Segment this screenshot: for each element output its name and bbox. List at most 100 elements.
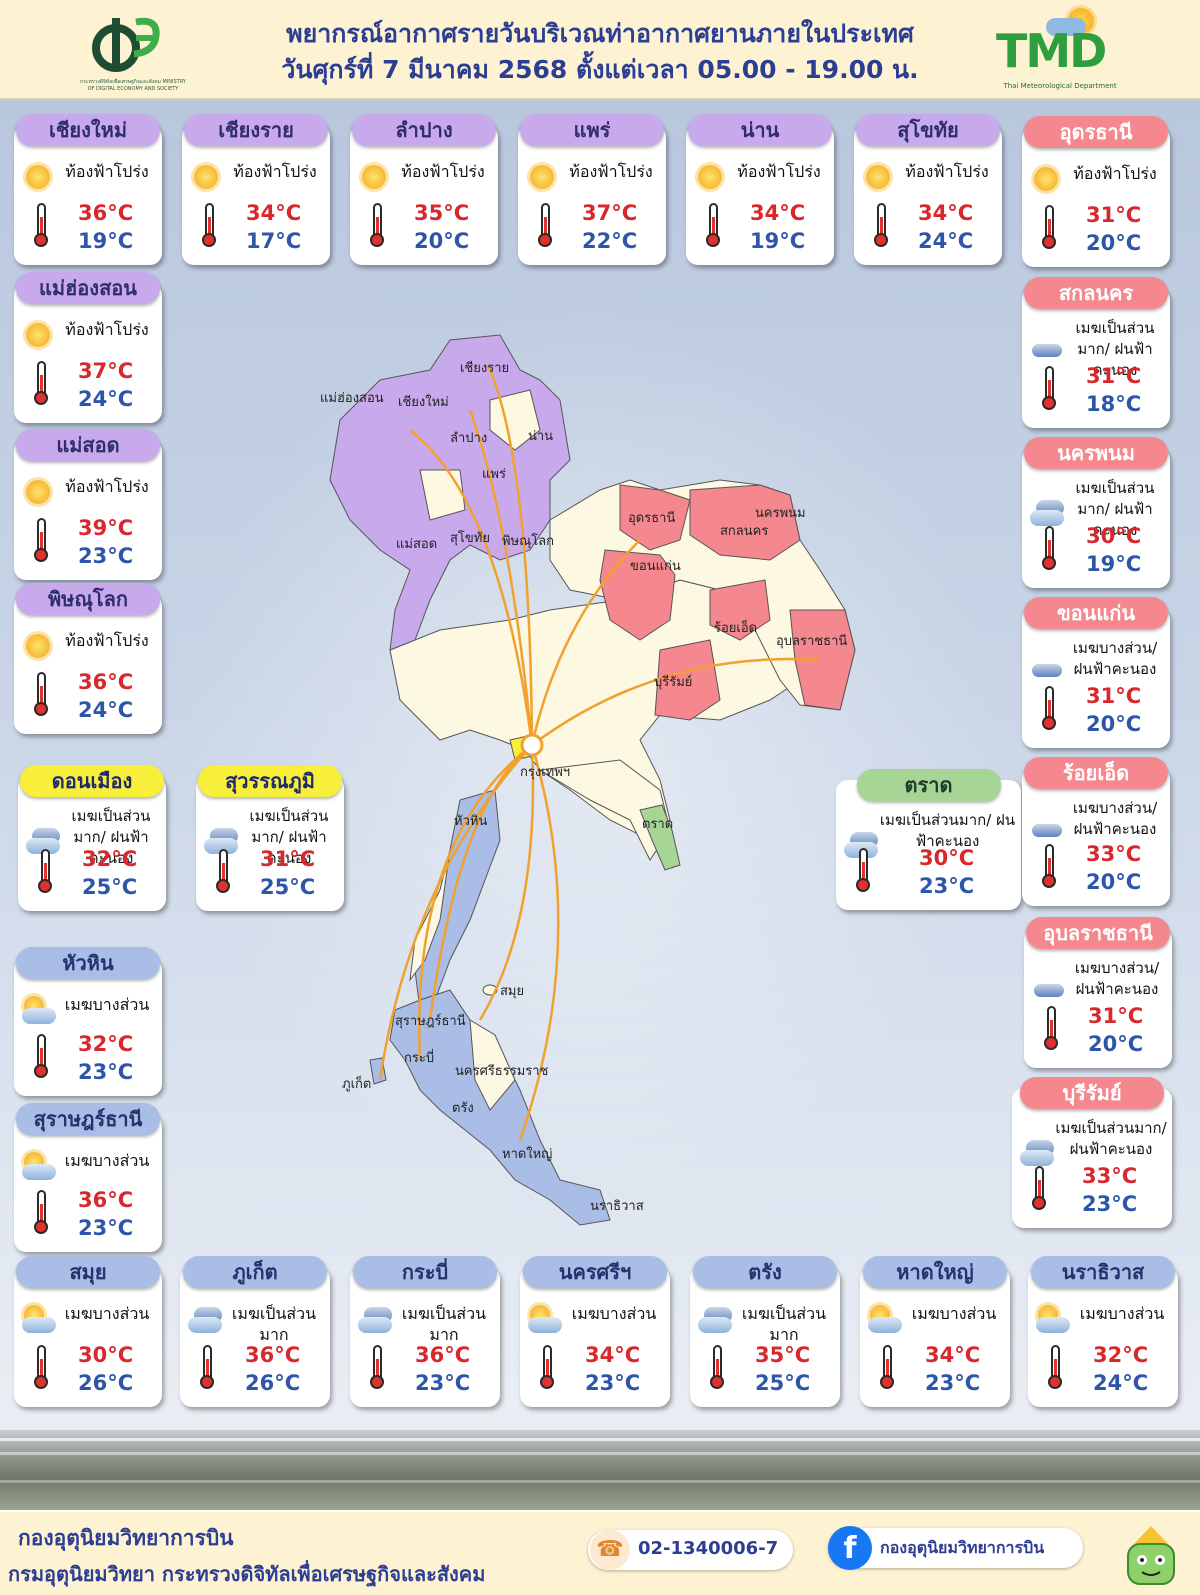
- map-label: แพร่: [482, 467, 506, 482]
- sun-icon: [694, 163, 728, 193]
- station-card: นครพนม เมฆเป็นส่วนมาก/ ฝนฟ้าคะนอง 30°C 19°C: [1022, 437, 1170, 588]
- map-label: พิษณุโลก: [502, 533, 554, 549]
- station-card: บุรีรัมย์ เมฆเป็นส่วนมาก/ ฝนฟ้าคะนอง 33°C 2…: [1012, 1077, 1172, 1228]
- station-card: อุดรธานี ท้องฟ้าโปร่ง 31°C 20°C: [1022, 116, 1170, 267]
- footer-department: กองอุตุนิยมวิทยาการบิน: [18, 1526, 234, 1550]
- map-label: นราธิวาส: [590, 1199, 644, 1214]
- weather-condition: เมฆบางส่วน/ ฝนฟ้าคะนอง: [1072, 639, 1158, 678]
- thermometer-icon: [34, 1345, 48, 1389]
- station-card: ตราด เมฆเป็นส่วนมาก/ ฝนฟ้าคะนอง 30°C 23°C: [836, 769, 1021, 910]
- map-label: สมุย: [500, 984, 524, 999]
- station-name: สมุย: [16, 1256, 160, 1288]
- weather-condition: เมฆเป็นส่วนมาก: [741, 1304, 827, 1344]
- partly-cloudy-icon: [528, 1305, 562, 1335]
- max-temperature: 32°C: [1093, 1343, 1149, 1367]
- station-card: สุโขทัย ท้องฟ้าโปร่ง 34°C 24°C: [854, 114, 1002, 265]
- footer-ministry: กรมอุตุนิยมวิทยา กระทรวงดิจิทัลเพื่อเศรษ…: [8, 1562, 486, 1586]
- max-temperature: 36°C: [78, 1188, 134, 1212]
- thermometer-icon: [1044, 1006, 1058, 1050]
- thermometer-icon: [34, 518, 48, 562]
- map-label: อุบลราชธานี: [776, 633, 847, 649]
- station-name: ลำปาง: [352, 114, 496, 146]
- weather-condition: เมฆเป็นส่วนมาก/ ฝนฟ้าคะนอง: [249, 807, 329, 867]
- station-card: ตรัง เมฆเป็นส่วนมาก 35°C 25°C: [690, 1256, 840, 1407]
- partly-cloudy-icon: [22, 996, 56, 1026]
- weather-condition: ท้องฟ้าโปร่ง: [569, 162, 653, 181]
- thermometer-icon: [34, 672, 48, 716]
- station-card: สุราษฎร์ธานี เมฆบางส่วน 36°C 23°C: [14, 1103, 162, 1252]
- max-temperature: 31°C: [1086, 203, 1142, 227]
- partly-cloudy-icon: [868, 1305, 902, 1335]
- map-label: สุราษฎร์ธานี: [395, 1013, 466, 1029]
- max-temperature: 34°C: [925, 1343, 981, 1367]
- max-temperature: 36°C: [78, 201, 134, 225]
- sun-icon: [22, 632, 56, 662]
- station-name: ตราด: [856, 769, 1001, 801]
- thermometer-icon: [200, 1345, 214, 1389]
- storm-cloud-icon: [1032, 978, 1066, 1008]
- map-label: ตราด: [642, 817, 673, 832]
- min-temperature: 25°C: [82, 875, 138, 899]
- cloudy-icon: [358, 1305, 392, 1335]
- station-name: พิษณุโลก: [16, 583, 160, 615]
- min-temperature: 26°C: [78, 1371, 134, 1395]
- station-card: พิษณุโลก ท้องฟ้าโปร่ง 36°C 24°C: [14, 583, 162, 734]
- facebook-icon: f: [828, 1526, 872, 1570]
- map-label: สุโขทัย: [450, 530, 490, 546]
- min-temperature: 24°C: [78, 387, 134, 411]
- max-temperature: 34°C: [750, 201, 806, 225]
- map-label: หัวหิน: [454, 814, 487, 829]
- thermometer-icon: [706, 203, 720, 247]
- min-temperature: 23°C: [78, 1216, 134, 1240]
- thailand-map: เชียงราย แม่ฮ่องสอน เชียงใหม่ ลำปาง น่าน…: [320, 334, 856, 1226]
- storm-cloud-icon: [1030, 818, 1064, 848]
- thermometer-icon: [540, 1345, 554, 1389]
- map-label: เชียงใหม่: [398, 394, 449, 410]
- partly-cloudy-icon: [1036, 1305, 1070, 1335]
- cloudy-icon: [204, 826, 238, 856]
- tmd-logo: TMD Thai Meteorological Department: [990, 6, 1130, 94]
- phone-contact[interactable]: ☎ 02-1340006-7: [588, 1530, 793, 1570]
- thermometer-icon: [34, 361, 48, 405]
- station-name: ขอนแก่น: [1024, 597, 1168, 629]
- sun-icon: [862, 163, 896, 193]
- page-title: พยากรณ์อากาศรายวันบริเวณท่าอากาศยานภายใน…: [286, 19, 914, 48]
- station-card: ขอนแก่น เมฆบางส่วน/ ฝนฟ้าคะนอง 31°C 20°C: [1022, 597, 1170, 748]
- ministry-caption: กระทรวงดิจิทัลเพื่อเศรษฐกิจและสังคม MINI…: [80, 79, 186, 92]
- weather-condition: ท้องฟ้าโปร่ง: [737, 162, 821, 181]
- station-card: สุวรรณภูมิ เมฆเป็นส่วนมาก/ ฝนฟ้าคะนอง 31°C…: [196, 765, 344, 911]
- station-name: เชียงใหม่: [16, 114, 160, 146]
- tmd-caption: Thai Meteorological Department: [1003, 82, 1117, 90]
- max-temperature: 30°C: [919, 846, 975, 870]
- station-name: นครศรีฯ: [523, 1256, 667, 1288]
- ministry-logo: กระทรวงดิจิทัลเพื่อเศรษฐกิจและสังคม MINI…: [78, 8, 188, 92]
- thermometer-icon: [34, 1190, 48, 1234]
- phone-number: 02-1340006-7: [638, 1538, 779, 1559]
- thermometer-icon: [874, 203, 888, 247]
- weather-condition: เมฆบางส่วน: [1079, 1304, 1165, 1323]
- min-temperature: 23°C: [415, 1371, 471, 1395]
- trat-area: [639, 804, 681, 871]
- thermometer-icon: [1042, 366, 1056, 410]
- station-card: แม่สอด ท้องฟ้าโปร่ง 39°C 23°C: [14, 429, 162, 580]
- map-label: บุรีรัมย์: [654, 674, 692, 690]
- min-temperature: 23°C: [585, 1371, 641, 1395]
- max-temperature: 39°C: [78, 516, 134, 540]
- airport-runway-photo: [0, 1430, 1200, 1510]
- thermometer-icon: [856, 848, 870, 892]
- station-card: แม่ฮ่องสอน ท้องฟ้าโปร่ง 37°C 24°C: [14, 272, 162, 423]
- station-card: อุบลราชธานี เมฆบางส่วน/ ฝนฟ้าคะนอง 31°C 20°…: [1024, 917, 1172, 1068]
- max-temperature: 35°C: [414, 201, 470, 225]
- map-label: ตรัง: [452, 1101, 474, 1116]
- facebook-link[interactable]: f กองอุตุนิยมวิทยาการบิน: [828, 1526, 1083, 1570]
- weather-condition: ท้องฟ้าโปร่ง: [905, 162, 989, 181]
- station-name: เชียงราย: [184, 114, 328, 146]
- thermometer-icon: [202, 203, 216, 247]
- udon-area: [619, 484, 691, 551]
- max-temperature: 34°C: [246, 201, 302, 225]
- thermometer-icon: [1042, 844, 1056, 888]
- max-temperature: 32°C: [82, 847, 138, 871]
- min-temperature: 23°C: [1082, 1192, 1138, 1216]
- map-label: ขอนแก่น: [630, 559, 681, 574]
- weather-condition: เมฆบางส่วน: [64, 1304, 150, 1323]
